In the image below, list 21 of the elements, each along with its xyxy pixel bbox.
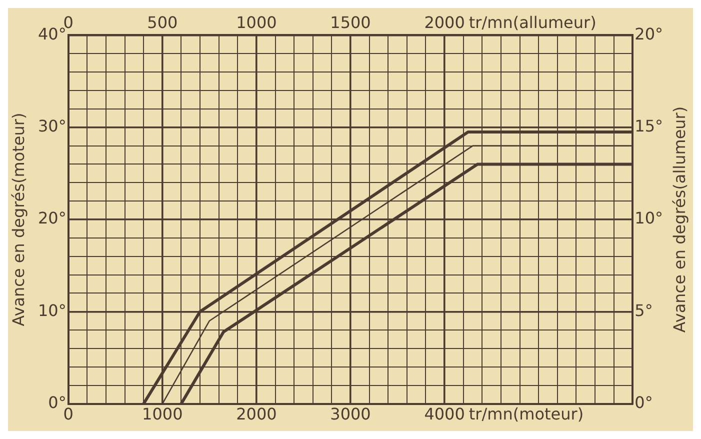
y2-axis-title: Avance en degrés(allumeur)	[670, 106, 690, 333]
y2-tick-label: 15°	[634, 116, 663, 136]
x-axis-title: tr/mn(moteur)	[468, 404, 584, 424]
y2-tick-label: 0°	[634, 392, 653, 412]
x-tick-label: 1000	[142, 404, 183, 424]
x2-tick-label: 2000	[424, 12, 465, 32]
x-tick-label: 3000	[330, 404, 371, 424]
x2-tick-label: 500	[147, 12, 178, 32]
y2-tick-label: 10°	[634, 208, 663, 228]
y2-tick-label: 20°	[634, 24, 663, 44]
x-tick-label: 0	[63, 404, 74, 424]
x2-tick-label: 1000	[236, 12, 277, 32]
x2-tick-label: 1500	[330, 12, 371, 32]
y2-tick-label: 5°	[634, 300, 653, 320]
x-tick-label: 2000	[236, 404, 277, 424]
x2-axis-title: tr/mn(allumeur)	[468, 12, 596, 32]
y-tick-label: 10°	[38, 300, 66, 320]
y-tick-label: 20°	[38, 208, 66, 228]
y-tick-label: 30°	[38, 116, 66, 136]
y-axis-title: Avance en degrés(moteur)	[9, 112, 28, 326]
x-tick-label: 4000	[424, 404, 465, 424]
